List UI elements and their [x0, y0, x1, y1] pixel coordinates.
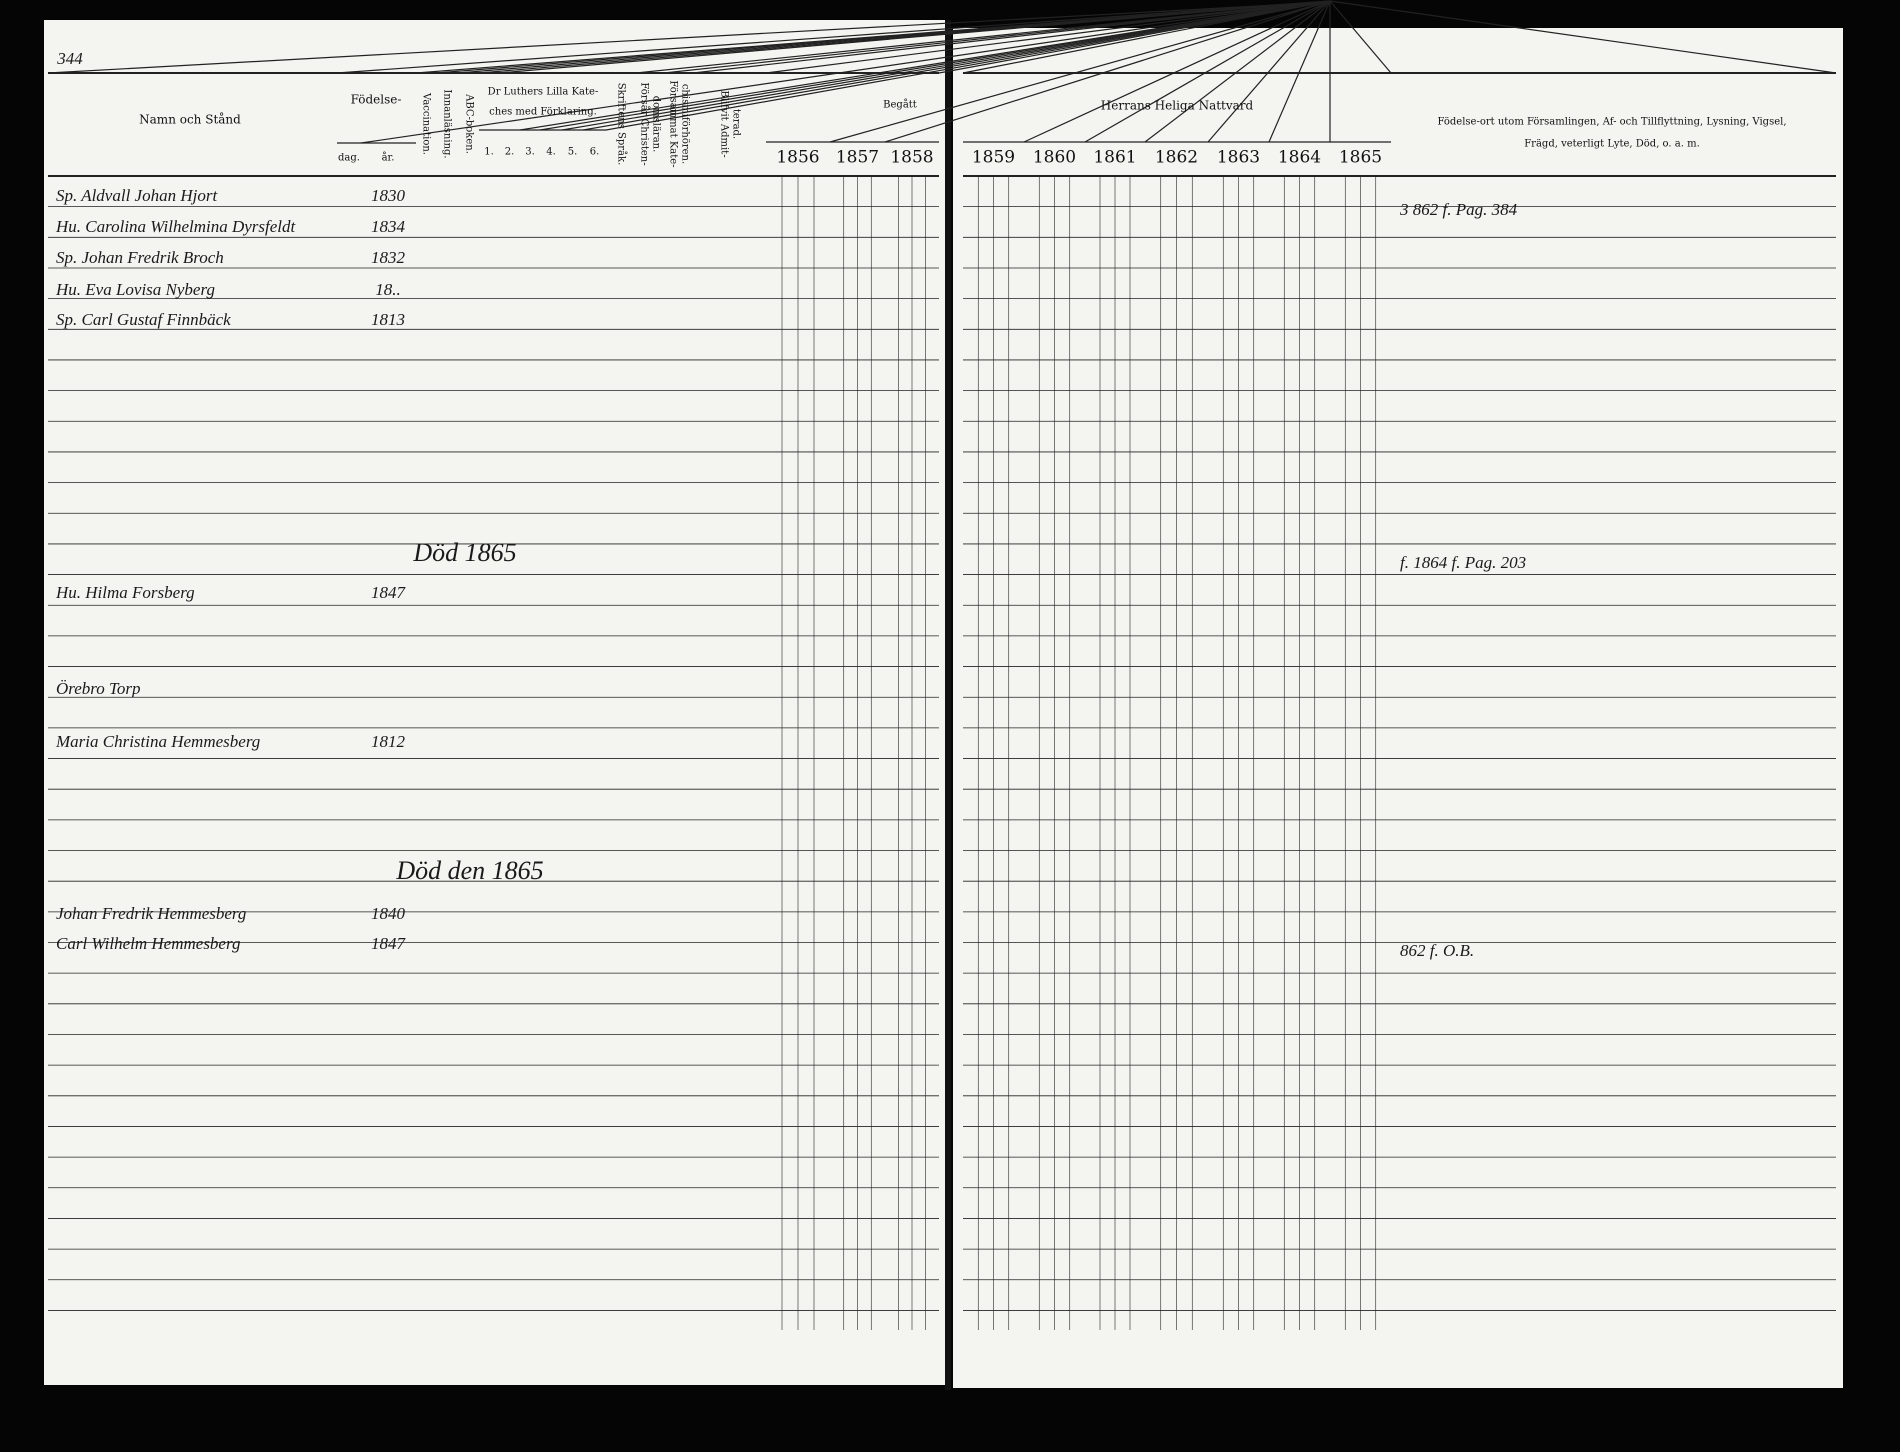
year-header: 1856 — [776, 148, 819, 168]
entry-year: 1830 — [371, 186, 406, 205]
rule-line — [1023, 0, 1331, 143]
page-number: 344 — [56, 49, 83, 68]
entry-name: Örebro Torp — [56, 679, 141, 698]
remark: 862 f. O.B. — [1400, 941, 1474, 960]
header-catechism: Dr Luthers Lilla Kate- — [488, 87, 599, 98]
rule-line — [884, 0, 1331, 143]
header-day: dag. — [338, 153, 360, 164]
catechism-part: 1. — [484, 147, 494, 158]
rule-line — [605, 0, 1331, 131]
header-communion: Begått — [883, 99, 917, 111]
entry-year: 1847 — [371, 934, 407, 953]
entry-name: Sp. Aldvall Johan Hjort — [56, 186, 218, 205]
year-header: 1865 — [1339, 148, 1382, 168]
texts: 344 Namn och Stånd Födelse-dag. år. Vaccinat… — [55, 49, 1787, 960]
entry-year: 1812 — [371, 732, 406, 751]
remark: 3 862 f. Pag. 384 — [1399, 200, 1518, 219]
year-header: 1858 — [890, 148, 933, 168]
entry-name: Johan Fredrik Hemmesberg — [56, 904, 246, 923]
rule-line — [582, 0, 1331, 131]
rule-line — [938, 0, 1331, 74]
header-doctrine: Försår Christen- — [639, 82, 651, 165]
header-admitted: terad. — [731, 109, 742, 139]
header-vaccination: Vaccination. — [421, 92, 432, 155]
rule-line — [1329, 0, 1392, 74]
right-page — [953, 28, 1843, 1388]
header-catechism: ches med Förklaring. — [489, 107, 597, 118]
rule-line — [1268, 0, 1331, 143]
rule-line — [765, 0, 1331, 74]
rule-line — [336, 0, 1331, 74]
header-examinations: Försammat Kate- — [668, 80, 679, 167]
rule-line — [360, 0, 1331, 144]
rule-line — [962, 0, 1331, 74]
rule-line — [539, 0, 1331, 131]
remark: f. 1864 f. Pag. 203 — [1400, 553, 1526, 572]
header-scripture: Skriftens Språk. — [616, 83, 628, 166]
header-abc: ABC-boken. — [464, 93, 475, 154]
rule-line — [829, 0, 1331, 143]
catechism-part: 2. — [505, 147, 515, 158]
entry-year: 1840 — [371, 904, 406, 923]
header-examinations: chismiförhören. — [680, 84, 691, 164]
year-header: 1862 — [1155, 148, 1198, 168]
catechism-part: 3. — [525, 147, 535, 158]
header-remarks: Frägd, veterligt Lyte, Död, o. a. m. — [1524, 139, 1700, 150]
entry-name: Sp. Johan Fredrik Broch — [56, 248, 224, 267]
header-birth: Födelse- — [351, 93, 402, 107]
entry-name: Hu. Hilma Forsberg — [55, 583, 195, 602]
entry-year: 1847 — [371, 583, 407, 602]
year-header: 1859 — [972, 148, 1015, 168]
header-communion-title: Herrans Heliga Nattvard — [1101, 99, 1254, 113]
entry-year: 1813 — [371, 310, 405, 329]
entry-year: 1832 — [371, 248, 406, 267]
rule-line — [498, 0, 1331, 74]
year-header: 1857 — [836, 148, 879, 168]
rule-line — [692, 0, 1331, 74]
header-year: år. — [382, 152, 395, 164]
header-admitted: Blifvit Admit- — [719, 90, 730, 157]
year-header: 1863 — [1217, 148, 1260, 168]
entry-name: Maria Christina Hemmesberg — [55, 732, 260, 751]
annotation: Död 1865 — [412, 538, 516, 567]
catechism-part: 5. — [568, 147, 578, 158]
year-header: 1860 — [1033, 148, 1076, 168]
header-remarks: Födelse-ort utom Församlingen, Af- och T… — [1437, 117, 1786, 128]
entry-name: Hu. Eva Lovisa Nyberg — [55, 280, 215, 299]
rule-line — [1329, 0, 1837, 74]
catechism-part: 4. — [546, 147, 556, 158]
year-header: 1864 — [1278, 148, 1321, 168]
ruling — [47, 0, 1837, 1330]
rule-line — [1207, 0, 1331, 143]
rule-line — [1144, 0, 1331, 143]
entry-name: Sp. Carl Gustaf Finnbäck — [56, 310, 231, 329]
catechism-part: 6. — [590, 147, 600, 158]
entry-name: Hu. Carolina Wilhelmina Dyrsfeldt — [55, 217, 297, 236]
rule-line — [1084, 0, 1331, 143]
entry-year: 18.. — [375, 280, 401, 299]
annotation: Död den 1865 — [395, 856, 543, 885]
header-name: Namn och Stånd — [139, 112, 241, 127]
rule-line — [47, 1, 1331, 74]
entry-name: Carl Wilhelm Hemmesberg — [56, 934, 240, 953]
entry-year: 1834 — [371, 217, 406, 236]
year-header: 1861 — [1093, 148, 1136, 168]
header-doctrine: domsläran. — [651, 96, 662, 153]
header-reading: Innanläsning. — [442, 89, 453, 158]
